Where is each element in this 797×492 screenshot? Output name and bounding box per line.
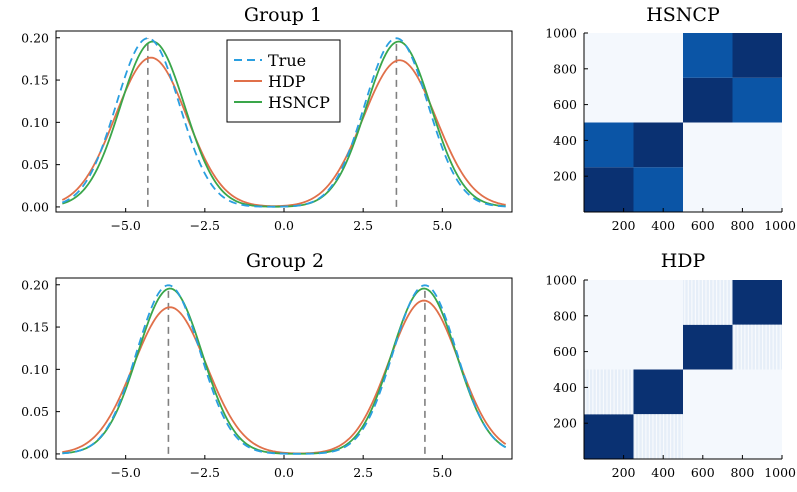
hsncp-heatmap: HSNCP 200 400 600 800 1000 200 400 600 800 1000 bbox=[545, 4, 796, 233]
hdp-heatmap-cells bbox=[584, 280, 782, 459]
x-tick-label: 200 bbox=[612, 218, 636, 233]
x-tick-label: 2.5 bbox=[353, 218, 373, 233]
y-tick-label: 600 bbox=[553, 97, 577, 112]
heatmap-block bbox=[683, 77, 733, 123]
heatmap-block bbox=[584, 167, 634, 212]
x-tick-label: 800 bbox=[730, 218, 754, 233]
group1-series bbox=[61, 37, 506, 208]
y-tick-label: 0.15 bbox=[21, 73, 49, 88]
heatmap-block bbox=[584, 369, 634, 415]
heatmap-block bbox=[633, 167, 683, 212]
y-tick-label: 400 bbox=[553, 133, 577, 148]
y-tick-label: 200 bbox=[553, 416, 577, 431]
y-tick-label: 600 bbox=[553, 344, 577, 359]
y-tick-label: 200 bbox=[553, 169, 577, 184]
x-tick-label: 0.0 bbox=[274, 218, 294, 233]
x-tick-label: 200 bbox=[612, 465, 636, 480]
y-tick-label: 800 bbox=[553, 308, 577, 323]
series-true-line bbox=[62, 284, 507, 455]
group1-density-plot: Group 1 −5.0 −2.5 0.0 2.5 5.0 0.00 0.05 0.10 0.1… bbox=[21, 4, 513, 233]
series-true-line bbox=[61, 37, 506, 208]
x-tick-label: 1000 bbox=[764, 465, 796, 480]
y-tick-label: 1000 bbox=[545, 26, 577, 41]
x-tick-label: −5.0 bbox=[110, 218, 140, 233]
y-tick-label: 0.00 bbox=[21, 446, 49, 461]
heatmap-block bbox=[584, 414, 634, 459]
group1-legend: True HDP HSNCP bbox=[226, 39, 341, 123]
group2-axes-frame bbox=[55, 277, 513, 460]
y-tick-label: 800 bbox=[553, 61, 577, 76]
y-tick-label: 0.05 bbox=[21, 157, 49, 172]
group2-density-plot: Group 2 −5.0 −2.5 0.0 2.5 5.0 0.00 0.05 0.10 0.1… bbox=[21, 250, 513, 480]
x-tick-label: 600 bbox=[691, 218, 715, 233]
hsncp-heatmap-title: HSNCP bbox=[646, 4, 720, 26]
x-tick-label: 0.0 bbox=[274, 465, 294, 480]
heatmap-block bbox=[683, 33, 733, 78]
x-tick-label: 600 bbox=[691, 465, 715, 480]
group1-ticks: −5.0 −2.5 0.0 2.5 5.0 0.00 0.05 0.10 0.15 0.20 bbox=[21, 30, 452, 233]
heatmap-block bbox=[683, 280, 733, 325]
legend-hsncp-label: HSNCP bbox=[268, 93, 330, 112]
heatmap-block bbox=[732, 324, 782, 370]
x-tick-label: 5.0 bbox=[432, 218, 452, 233]
group2-title: Group 2 bbox=[246, 250, 324, 272]
group1-title: Group 1 bbox=[244, 4, 322, 26]
x-tick-label: −2.5 bbox=[190, 218, 220, 233]
heatmap-block bbox=[732, 280, 782, 325]
y-tick-label: 0.20 bbox=[21, 277, 49, 292]
x-tick-label: −2.5 bbox=[190, 465, 220, 480]
hsncp-heatmap-ticks: 200 400 600 800 1000 200 400 600 800 1000 bbox=[545, 26, 796, 234]
legend-true-label: True bbox=[268, 51, 306, 70]
y-tick-label: 0.10 bbox=[21, 115, 49, 130]
heatmap-block bbox=[732, 77, 782, 123]
y-tick-label: 0.00 bbox=[21, 199, 49, 214]
y-tick-label: 0.15 bbox=[21, 320, 49, 335]
y-tick-label: 0.05 bbox=[21, 404, 49, 419]
heatmap-block bbox=[633, 369, 683, 415]
heatmap-block bbox=[683, 324, 733, 370]
group2-ticks: −5.0 −2.5 0.0 2.5 5.0 0.00 0.05 0.10 0.15 0.20 bbox=[21, 277, 452, 480]
y-tick-label: 0.10 bbox=[21, 362, 49, 377]
group2-series bbox=[62, 284, 507, 455]
x-tick-label: 800 bbox=[730, 465, 754, 480]
hdp-heatmap-title: HDP bbox=[661, 250, 706, 272]
group1-axes-frame bbox=[55, 30, 513, 213]
x-tick-label: 1000 bbox=[764, 218, 796, 233]
x-tick-label: 400 bbox=[651, 218, 675, 233]
hsncp-heatmap-cells bbox=[584, 33, 782, 212]
y-tick-label: 400 bbox=[553, 380, 577, 395]
y-tick-label: 0.20 bbox=[21, 30, 49, 45]
x-tick-label: 400 bbox=[651, 465, 675, 480]
heatmap-block bbox=[633, 414, 683, 459]
x-tick-label: −5.0 bbox=[110, 465, 140, 480]
legend-hdp-label: HDP bbox=[268, 72, 306, 91]
heatmap-block bbox=[584, 122, 634, 168]
x-tick-label: 2.5 bbox=[353, 465, 373, 480]
hdp-heatmap-ticks: 200 400 600 800 1000 200 400 600 800 1000 bbox=[545, 273, 796, 481]
hdp-heatmap: HDP 200 400 600 800 1000 200 400 600 800 1000 bbox=[545, 250, 796, 480]
x-tick-label: 5.0 bbox=[432, 465, 452, 480]
heatmap-block bbox=[732, 33, 782, 78]
y-tick-label: 1000 bbox=[545, 273, 577, 288]
heatmap-block bbox=[633, 122, 683, 168]
